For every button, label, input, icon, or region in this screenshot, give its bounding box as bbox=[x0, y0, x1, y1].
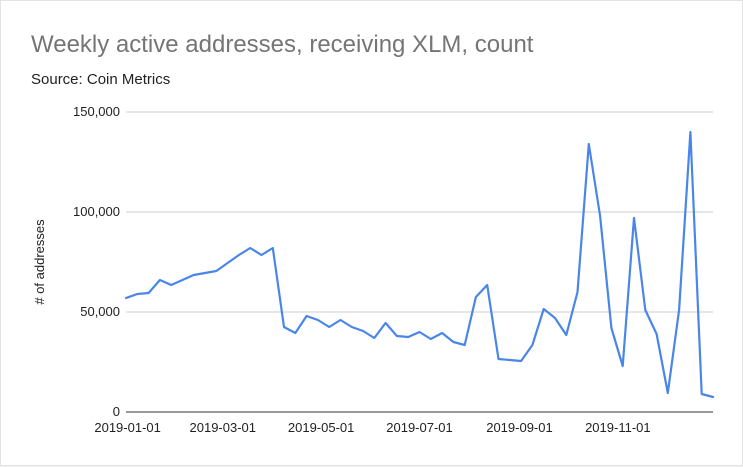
y-axis-ticks: 0 50,000 100,000 150,000 bbox=[73, 104, 120, 419]
x-tick-label: 2019-11-01 bbox=[585, 420, 651, 435]
y-tick-label: 50,000 bbox=[80, 304, 120, 319]
y-tick-label: 150,000 bbox=[73, 104, 120, 119]
x-tick-label: 2019-05-01 bbox=[288, 420, 355, 435]
x-tick-label: 2019-01-01 bbox=[94, 420, 161, 435]
series-line bbox=[124, 130, 715, 399]
y-axis-label: # of addresses bbox=[32, 219, 47, 305]
gridlines bbox=[126, 111, 713, 313]
y-tick-label: 0 bbox=[113, 404, 120, 419]
chart-subtitle: Source: Coin Metrics bbox=[31, 71, 171, 88]
y-tick-label: 100,000 bbox=[73, 204, 120, 219]
x-tick-label: 2019-07-01 bbox=[386, 420, 453, 435]
chart-title: Weekly active addresses, receiving XLM, … bbox=[31, 31, 534, 58]
x-axis-ticks: 2019-01-01 2019-03-01 2019-05-01 2019-07-01… bbox=[94, 420, 650, 435]
x-tick-label: 2019-03-01 bbox=[190, 420, 257, 435]
series-group bbox=[124, 130, 715, 399]
x-tick-label: 2019-09-01 bbox=[486, 420, 553, 435]
